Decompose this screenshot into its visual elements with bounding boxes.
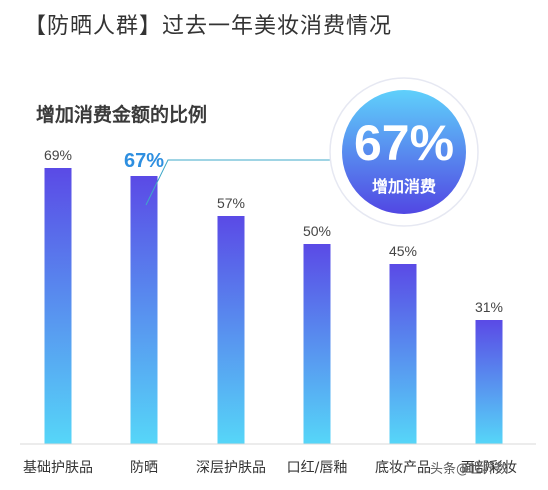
category-label-3: 口红/唇釉 — [287, 460, 348, 476]
category-label-1: 防晒 — [130, 460, 158, 476]
page-title: 【防晒人群】过去一年美妆消费情况 — [24, 14, 393, 39]
chart-subtitle: 增加消费金额的比例 — [36, 104, 208, 126]
value-label-3: 50% — [303, 223, 331, 239]
category-label-2: 深层护肤品 — [196, 460, 266, 476]
category-label-4: 底妆产品 — [375, 460, 431, 476]
value-label-0: 69% — [44, 147, 72, 163]
value-label-5: 31% — [475, 299, 503, 315]
callout-connector — [145, 159, 345, 206]
bar-4 — [389, 264, 417, 444]
category-label-5: 面部彩妆 — [461, 460, 517, 476]
bar-2 — [217, 216, 245, 444]
bar-5 — [475, 320, 503, 444]
bar-3 — [303, 244, 331, 444]
bar-0 — [44, 168, 72, 444]
watermark: 头条@世界数 — [430, 462, 509, 477]
value-label-1: 67% — [124, 150, 164, 172]
callout-value: 67% — [354, 115, 454, 171]
value-label-2: 57% — [217, 195, 245, 211]
callout-label: 增加消费 — [372, 177, 436, 196]
bar-1 — [130, 176, 158, 444]
value-label-4: 45% — [389, 243, 417, 259]
callout-circle — [342, 90, 466, 214]
category-label-0: 基础护肤品 — [23, 459, 93, 476]
bars-group: 69% 基础护肤品 67% 防晒 57% 深层护肤品 50% 口红/唇釉 45% 底妆产品 31% 面… — [23, 147, 517, 476]
